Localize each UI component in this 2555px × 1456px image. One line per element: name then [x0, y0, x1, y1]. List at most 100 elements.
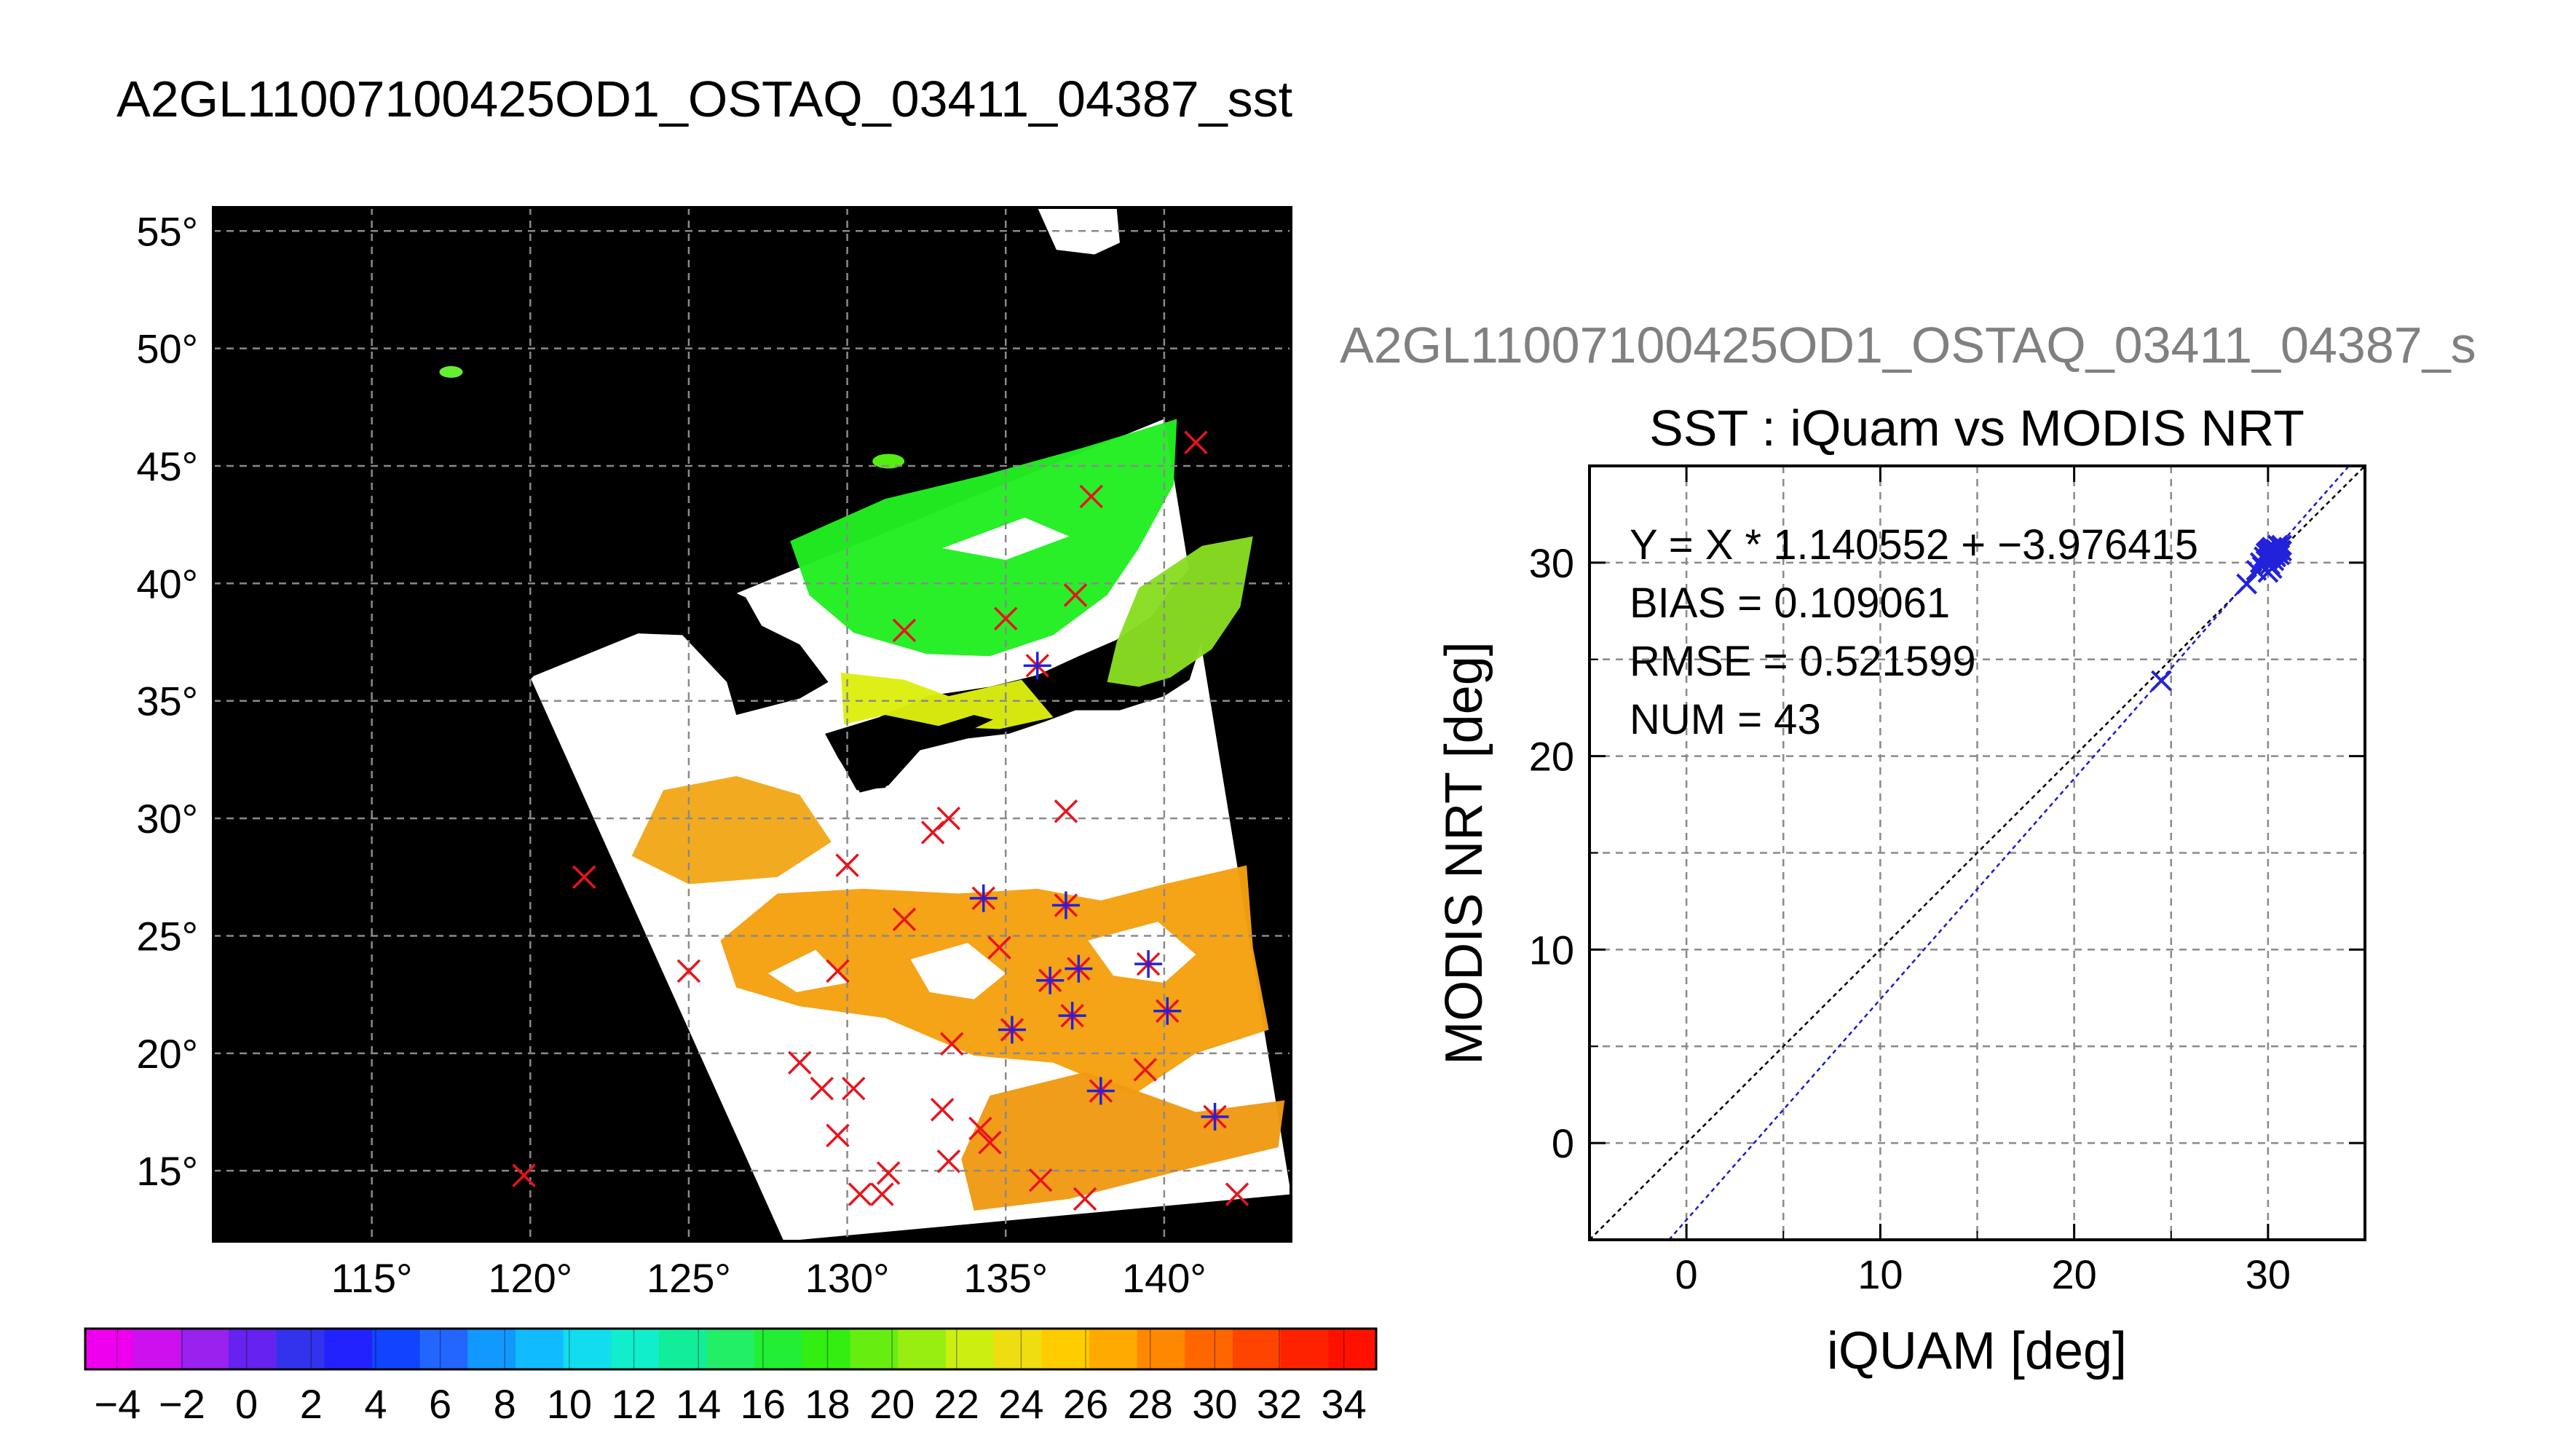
- map-marker-red-stroke: [835, 853, 859, 877]
- map-marker-red-stroke: [826, 959, 850, 984]
- colorbar-tick-label: 14: [676, 1381, 721, 1427]
- colorbar-tick-label: 34: [1322, 1381, 1367, 1427]
- map-marker-blue: [1134, 950, 1163, 978]
- colorbar-swatch: [659, 1329, 708, 1369]
- map-marker-red: [870, 1182, 894, 1206]
- scatter-xtick-label: 10: [1857, 1251, 1903, 1297]
- colorbar-swatch: [1041, 1329, 1090, 1369]
- map-lon-tick-label: 130°: [805, 1255, 890, 1301]
- scatter-ticks: 0 10 20 30 0 10 20 30: [1529, 465, 2366, 1297]
- map-marker-red: [892, 618, 917, 643]
- scatter-annotation: BIAS = 0.109061: [1630, 579, 1950, 627]
- colorbar-swatch: [133, 1329, 181, 1369]
- land-japan: [825, 555, 1225, 793]
- map-lat-tick-label: 15°: [136, 1148, 198, 1194]
- map-marker-red: [810, 1076, 834, 1101]
- colorbar-tick-label: 6: [429, 1381, 451, 1427]
- land-shikoku: [923, 715, 993, 743]
- map-marker-blue: [1023, 652, 1051, 680]
- sst-region-kuroshio: [840, 673, 1054, 729]
- colorbar-swatch: [898, 1329, 947, 1369]
- scatter-annotation: RMSE = 0.521599: [1630, 638, 1976, 685]
- colorbar-swatch: [563, 1329, 612, 1369]
- lake-khanka: [872, 454, 905, 469]
- colorbar-swatch: [516, 1329, 564, 1369]
- colorbar-swatch: [802, 1329, 851, 1369]
- map-marker-red-stroke: [993, 606, 1018, 631]
- map-marker-red-stroke: [870, 1182, 894, 1206]
- colorbar-swatch: [1328, 1329, 1377, 1369]
- map-marker-blue: [1086, 1077, 1115, 1105]
- scatter-point-stroke: [2255, 550, 2277, 571]
- colorbar-tick-label: 18: [805, 1381, 850, 1427]
- map-marker-red-stroke: [1054, 799, 1078, 823]
- scatter-point: [2271, 540, 2292, 562]
- map-marker-red: [993, 606, 1018, 631]
- sst-region-south: [961, 1072, 1285, 1211]
- scatter-ytick-label: 10: [1529, 927, 1574, 973]
- colorbar-tick-label: 28: [1128, 1381, 1173, 1427]
- map-marker-blue: [1201, 1102, 1229, 1131]
- map-marker-red-stroke: [892, 907, 917, 932]
- colorbar-tick-label: 4: [364, 1381, 387, 1427]
- cloud-patch: [1088, 922, 1196, 983]
- map-marker-blue: [969, 884, 998, 912]
- fit-line: [1668, 466, 2350, 1240]
- scatter-point-stroke: [2271, 540, 2292, 562]
- map-marker-blue: [1051, 891, 1080, 919]
- colorbar-tick-label: 2: [300, 1381, 323, 1427]
- colorbar-swatch: [1137, 1329, 1185, 1369]
- scatter-ylabel: MODIS NRT [deg]: [1435, 641, 1493, 1065]
- map-lat-tick-label: 50°: [136, 326, 198, 372]
- colorbar-tick-label: 32: [1257, 1381, 1302, 1427]
- scatter-point-stroke: [2236, 573, 2258, 595]
- colorbar-swatch: [324, 1329, 373, 1369]
- map-marker-red: [788, 1051, 812, 1075]
- map-lon-tick-label: 135°: [963, 1255, 1048, 1301]
- colorbar-tick-label: 10: [547, 1381, 592, 1427]
- colorbar-tick-label: −4: [94, 1381, 141, 1427]
- scatter-subtitle: A2GL11007100425OD1_OSTAQ_03411_04387_s: [1340, 317, 2476, 373]
- map-lat-tick-label: 55°: [136, 208, 198, 254]
- map-marker-red-stroke: [978, 1131, 1002, 1155]
- map-marker-red-stroke: [848, 1182, 872, 1206]
- map-marker-blue: [1153, 997, 1182, 1025]
- map-marker-blue: [1036, 966, 1065, 994]
- colorbar-swatch: [419, 1329, 468, 1369]
- map-frame: [212, 206, 1292, 1243]
- scatter-points: [2151, 534, 2292, 692]
- colorbar-tick-label: 16: [741, 1381, 786, 1427]
- map-lat-ticks: 55° 50° 45° 40° 35° 30° 25° 20° 15°: [136, 208, 198, 1194]
- colorbar-tick-label: 8: [494, 1381, 516, 1427]
- map-marker-red-stroke: [930, 1098, 955, 1122]
- map-marker-red: [1079, 484, 1104, 509]
- map-lat-tick-label: 25°: [136, 913, 198, 959]
- map-marker-red-stroke: [1073, 1187, 1097, 1211]
- map-marker-red: [572, 865, 596, 890]
- map-lat-tick-label: 40°: [136, 561, 198, 606]
- map-marker-red-stroke: [1028, 1168, 1053, 1192]
- map-lon-tick-label: 115°: [331, 1255, 413, 1301]
- map-lon-tick-label: 125°: [647, 1255, 731, 1301]
- colorbar-swatch: [1185, 1329, 1233, 1369]
- map-marker-red: [936, 806, 961, 831]
- land-china-korea: [486, 555, 829, 716]
- land-hokkaido: [1208, 456, 1291, 537]
- map-lon-ticks: 115° 120° 125° 130° 135° 140°: [331, 1255, 1207, 1301]
- colorbar-swatch: [706, 1329, 755, 1369]
- colorbar-tick-label: 30: [1192, 1381, 1237, 1427]
- map-lat-tick-label: 20°: [136, 1031, 198, 1077]
- sst-region-east-china-sea: [631, 776, 832, 885]
- map-marker-red-stroke: [676, 959, 701, 984]
- colorbar-tick-label: 20: [869, 1381, 915, 1427]
- cloud-patch: [1018, 823, 1158, 871]
- map-marker-red: [1054, 799, 1078, 823]
- colorbar-swatch: [993, 1329, 1042, 1369]
- scatter-annotation: NUM = 43: [1630, 696, 1821, 743]
- colorbar-swatch: [611, 1329, 660, 1369]
- main-title: A2GL11007100425OD1_OSTAQ_03411_04387_sst: [117, 71, 1292, 127]
- map-marker-red: [1073, 1187, 1097, 1211]
- map-lat-tick-label: 30°: [136, 796, 198, 842]
- scatter-ytick-label: 30: [1529, 540, 1574, 586]
